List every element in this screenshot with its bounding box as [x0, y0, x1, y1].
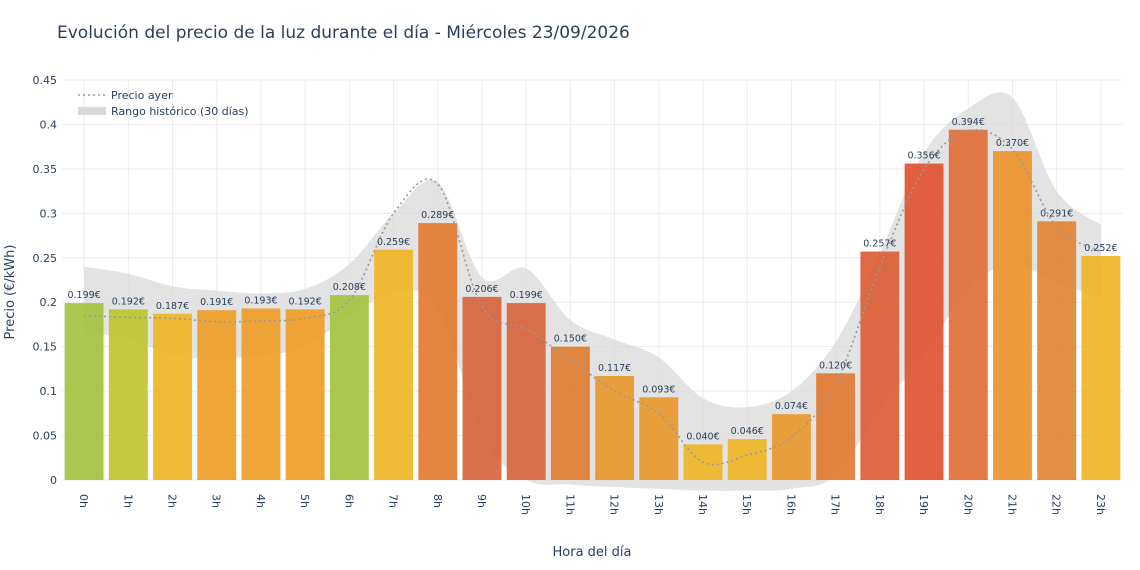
- bar-label-11h: 0.150€: [554, 334, 587, 345]
- y-axis-title: Precio (€/kWh): [3, 245, 18, 340]
- y-tick-label: 0.3: [40, 207, 58, 220]
- x-tick-7h: 7h: [387, 494, 400, 508]
- y-tick-label: 0.05: [33, 430, 58, 443]
- bar-11h: [550, 346, 590, 480]
- bar-label-2h: 0.187€: [156, 301, 189, 312]
- bar-label-9h: 0.206€: [465, 284, 498, 295]
- bar-22h: [1037, 221, 1077, 481]
- bar-0h: [64, 303, 104, 480]
- bar-3h: [197, 310, 237, 480]
- y-tick-label: 0.2: [40, 296, 58, 309]
- historical-range-area: [84, 92, 1101, 491]
- x-tick-5h: 5h: [298, 494, 311, 508]
- y-tick-label: 0.25: [33, 252, 58, 265]
- bar-18h: [860, 251, 900, 480]
- bar-6h: [329, 295, 369, 480]
- bar-label-23h: 0.252€: [1084, 243, 1117, 254]
- x-tick-11h: 11h: [563, 494, 576, 515]
- bar-label-7h: 0.259€: [377, 237, 410, 248]
- x-tick-3h: 3h: [210, 494, 223, 508]
- yesterday-price-line: [84, 129, 1102, 466]
- bar-13h: [639, 397, 679, 480]
- historical-range-band: [84, 92, 1101, 491]
- bar-label-5h: 0.192€: [289, 296, 322, 307]
- bar-8h: [418, 223, 458, 480]
- bar-label-19h: 0.356€: [907, 151, 940, 162]
- bar-label-21h: 0.370€: [996, 138, 1029, 149]
- x-tick-16h: 16h: [784, 494, 797, 515]
- bar-label-6h: 0.208€: [333, 282, 366, 293]
- x-tick-22h: 22h: [1050, 494, 1063, 515]
- legend-band-swatch: [78, 107, 106, 115]
- bar-10h: [506, 303, 546, 480]
- x-tick-4h: 4h: [254, 494, 267, 508]
- x-tick-9h: 9h: [475, 494, 488, 508]
- bar-2h: [153, 313, 192, 480]
- x-tick-8h: 8h: [431, 494, 444, 508]
- bar-19h: [904, 163, 944, 481]
- x-tick-23h: 23h: [1094, 494, 1107, 515]
- bar-15h: [727, 439, 767, 480]
- y-tick-label: 0: [50, 474, 57, 487]
- bar-label-12h: 0.117€: [598, 363, 631, 374]
- bar-label-17h: 0.120€: [819, 360, 852, 371]
- x-axis-ticks: 0h 1h 2h 3h 4h 5h 6h 7h 8h 9h 10h 11h 12h 13h 14h 15h 16…: [77, 494, 1107, 515]
- y-tick-label: 0.1: [40, 385, 58, 398]
- x-tick-20h: 20h: [961, 494, 974, 515]
- bar-16h: [771, 414, 811, 480]
- y-tick-label: 0.45: [33, 74, 58, 87]
- bar-label-16h: 0.074€: [775, 401, 808, 412]
- bar-label-15h: 0.046€: [731, 426, 764, 437]
- bar-1h: [108, 309, 148, 480]
- x-tick-12h: 12h: [608, 494, 621, 515]
- x-tick-13h: 13h: [652, 494, 665, 515]
- x-tick-6h: 6h: [342, 494, 355, 508]
- bar-value-labels: 0.199€ 0.192€ 0.187€ 0.191€ 0.193€ 0.192€ 0.20…: [67, 117, 1117, 443]
- chart-title: Evolución del precio de la luz durante e…: [57, 23, 630, 43]
- bar-9h: [462, 296, 502, 480]
- bar-12h: [595, 376, 635, 480]
- bar-label-20h: 0.394€: [952, 117, 985, 128]
- bar-label-1h: 0.192€: [112, 296, 145, 307]
- x-tick-17h: 17h: [829, 494, 842, 515]
- bar-23h: [1081, 256, 1121, 480]
- x-tick-21h: 21h: [1005, 494, 1018, 515]
- x-tick-14h: 14h: [696, 494, 709, 515]
- x-tick-2h: 2h: [166, 494, 179, 508]
- bar-17h: [816, 373, 856, 480]
- price-bars: [64, 129, 1121, 481]
- bar-label-0h: 0.199€: [67, 290, 100, 301]
- bar-label-14h: 0.040€: [686, 431, 719, 442]
- y-tick-label: 0.4: [40, 118, 58, 131]
- y-tick-label: 0.35: [33, 163, 58, 176]
- bar-4h: [241, 308, 281, 480]
- x-tick-15h: 15h: [740, 494, 753, 515]
- bar-7h: [374, 249, 414, 480]
- legend-item-precio-ayer: Precio ayer: [111, 89, 173, 102]
- bar-label-22h: 0.291€: [1040, 208, 1073, 219]
- bar-20h: [948, 129, 988, 480]
- y-axis-ticks: 0 0.05 0.1 0.15 0.2 0.25 0.3 0.35 0.4 0.45: [33, 74, 58, 487]
- x-tick-18h: 18h: [873, 494, 886, 515]
- bar-label-13h: 0.093€: [642, 384, 675, 395]
- bar-label-4h: 0.193€: [244, 295, 277, 306]
- x-tick-19h: 19h: [917, 494, 930, 515]
- precio-ayer-line: [84, 129, 1102, 466]
- x-tick-0h: 0h: [77, 494, 90, 508]
- bar-5h: [285, 309, 325, 480]
- bar-label-8h: 0.289€: [421, 210, 454, 221]
- bar-21h: [993, 151, 1032, 480]
- bar-label-18h: 0.257€: [863, 239, 896, 250]
- x-tick-1h: 1h: [121, 494, 134, 508]
- bar-label-10h: 0.199€: [510, 290, 543, 301]
- x-tick-10h: 10h: [519, 494, 532, 515]
- legend-item-rango-historico: Rango histórico (30 días): [111, 105, 249, 118]
- bar-label-3h: 0.191€: [200, 297, 233, 308]
- legend: Precio ayer Rango histórico (30 días): [78, 89, 249, 118]
- y-tick-label: 0.15: [33, 341, 58, 354]
- x-axis-title: Hora del día: [553, 545, 632, 560]
